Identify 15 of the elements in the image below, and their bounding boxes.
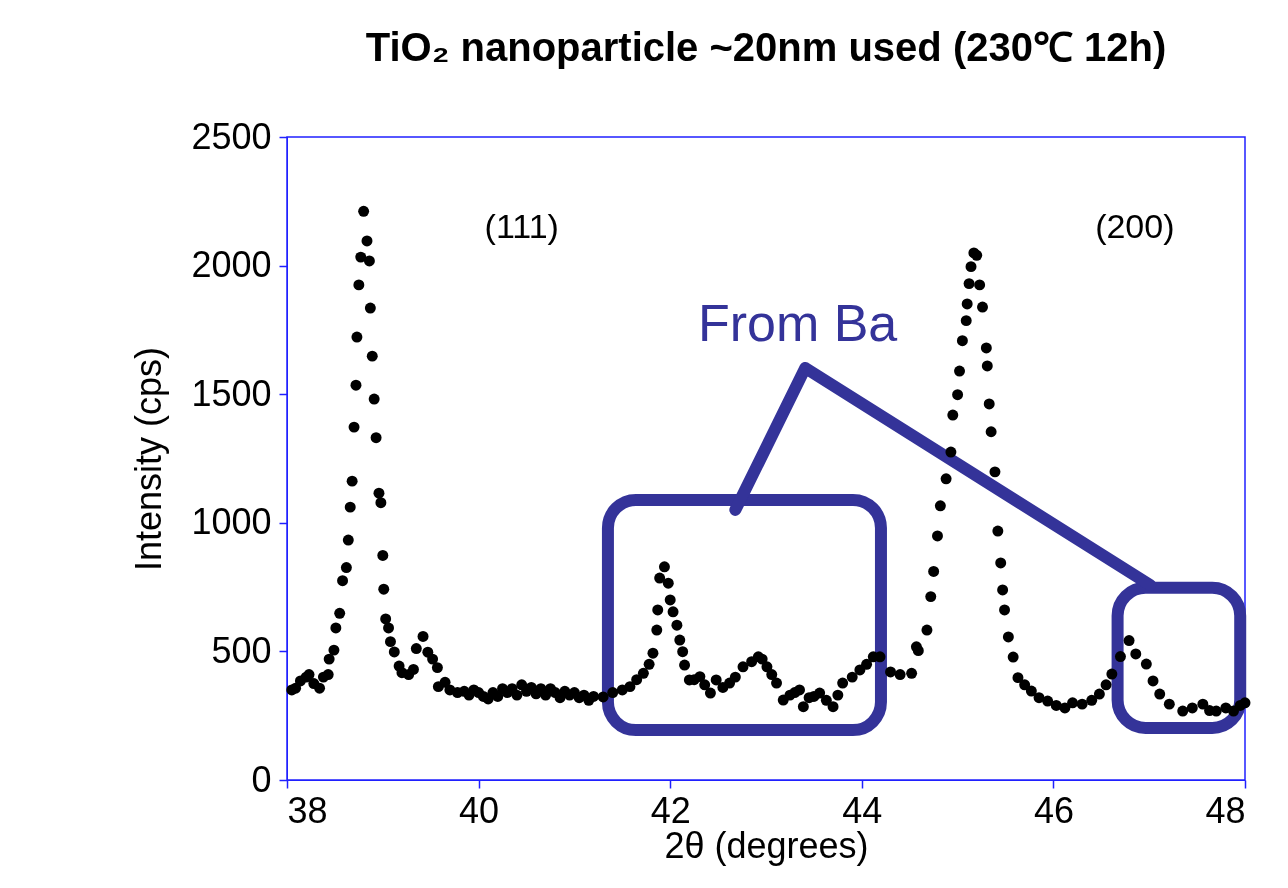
x-tick-label: 48 — [1205, 789, 1246, 831]
y-axis-title: Intensity (cps) — [128, 346, 170, 572]
chart-title: TiO₂ nanoparticle ~20nm used (230℃ 12h) — [365, 25, 1167, 69]
y-tick-label: 1500 — [191, 372, 272, 414]
y-tick-label: 500 — [211, 629, 272, 671]
x-tick-label: 38 — [287, 789, 328, 831]
y-tick-label: 1000 — [191, 501, 272, 543]
x-tick-label: 40 — [459, 789, 500, 831]
annotation: (111) — [484, 207, 559, 246]
annotation: From Ba — [697, 294, 898, 353]
y-tick-label: 0 — [251, 758, 272, 800]
y-tick-label: 2000 — [191, 244, 272, 286]
x-tick-label: 46 — [1033, 789, 1074, 831]
y-tick-label: 2500 — [191, 115, 272, 157]
annotation: (200) — [1095, 207, 1175, 246]
